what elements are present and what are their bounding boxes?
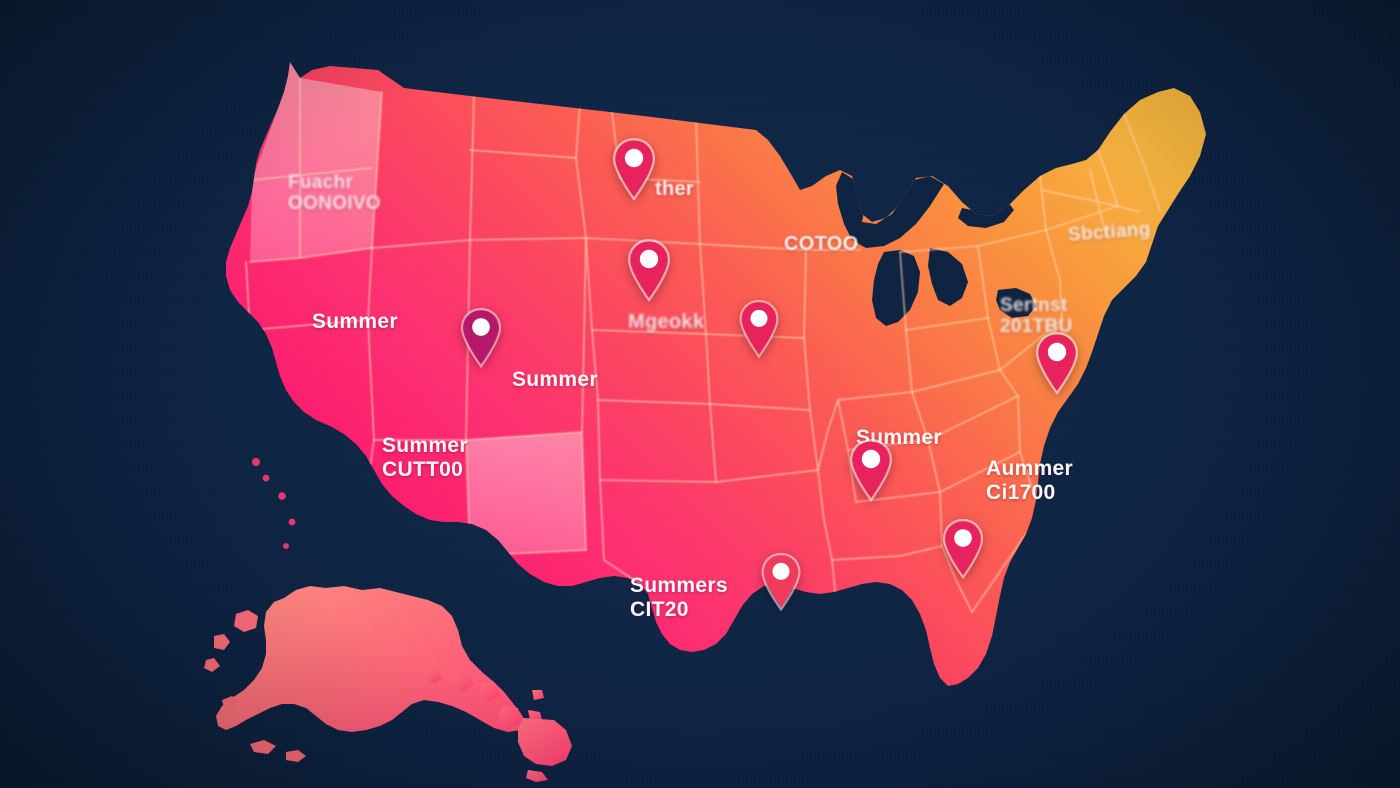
hawaii-inset — [426, 670, 572, 782]
region-label-central-plains: Mgeokk — [628, 311, 704, 333]
region-label-line2: Ci1700 — [986, 480, 1056, 504]
location-pin-northern-plains[interactable] — [607, 135, 661, 205]
state-highlight-pacific-northwest — [250, 62, 382, 262]
region-label-mid-atlantic: Sertnst 201TBU — [1000, 295, 1073, 338]
region-label-line2: 201TBU — [1000, 316, 1073, 338]
region-label-line1: Mgeokk — [628, 311, 705, 333]
region-label-line1: Summer — [312, 310, 398, 333]
state-highlight-southwest — [466, 432, 586, 556]
location-pin-great-basin[interactable] — [455, 305, 507, 372]
region-label-pacific-northwest: Fuachr OONOIVO — [288, 172, 381, 215]
region-label-line1: COTOO — [784, 233, 859, 255]
alaska-inset — [204, 586, 526, 762]
region-label-line1: Summers — [630, 574, 728, 597]
location-pin-midwest[interactable] — [734, 297, 784, 362]
region-label-great-basin: Summer — [312, 310, 398, 334]
location-pin-gulf-coast[interactable] — [756, 550, 806, 615]
state-boundaries — [245, 77, 1161, 629]
region-label-line1: Aummer — [986, 457, 1073, 480]
region-label-line2: OONOIVO — [288, 193, 381, 215]
region-label-southwest: Summer CUTT00 — [382, 434, 468, 481]
location-pin-southeast[interactable] — [937, 516, 989, 583]
location-pin-mid-atlantic[interactable] — [1030, 329, 1084, 399]
region-label-south-central: Summers CIT20 — [630, 574, 728, 621]
region-label-northern-plains: ther — [655, 178, 694, 200]
region-label-line1: Summer — [512, 368, 598, 391]
location-pin-central-plains[interactable] — [622, 236, 676, 306]
region-label-rockies: Summer — [512, 368, 598, 392]
region-label-line2: CIT20 — [630, 597, 689, 621]
great-lakes-water — [836, 172, 1036, 326]
region-label-line1: Sertnst — [1000, 295, 1068, 316]
location-pin-tennessee-valley[interactable] — [844, 436, 898, 506]
channel-islands — [252, 458, 296, 549]
region-label-line2: CUTT00 — [382, 457, 464, 481]
region-label-line1: Fuachr — [288, 172, 354, 193]
region-label-carolinas: Aummer Ci1700 — [986, 457, 1073, 504]
region-label-line1: ther — [655, 178, 694, 200]
region-label-line1: Summer — [382, 434, 468, 457]
region-label-great-lakes: COTOO — [784, 233, 858, 255]
